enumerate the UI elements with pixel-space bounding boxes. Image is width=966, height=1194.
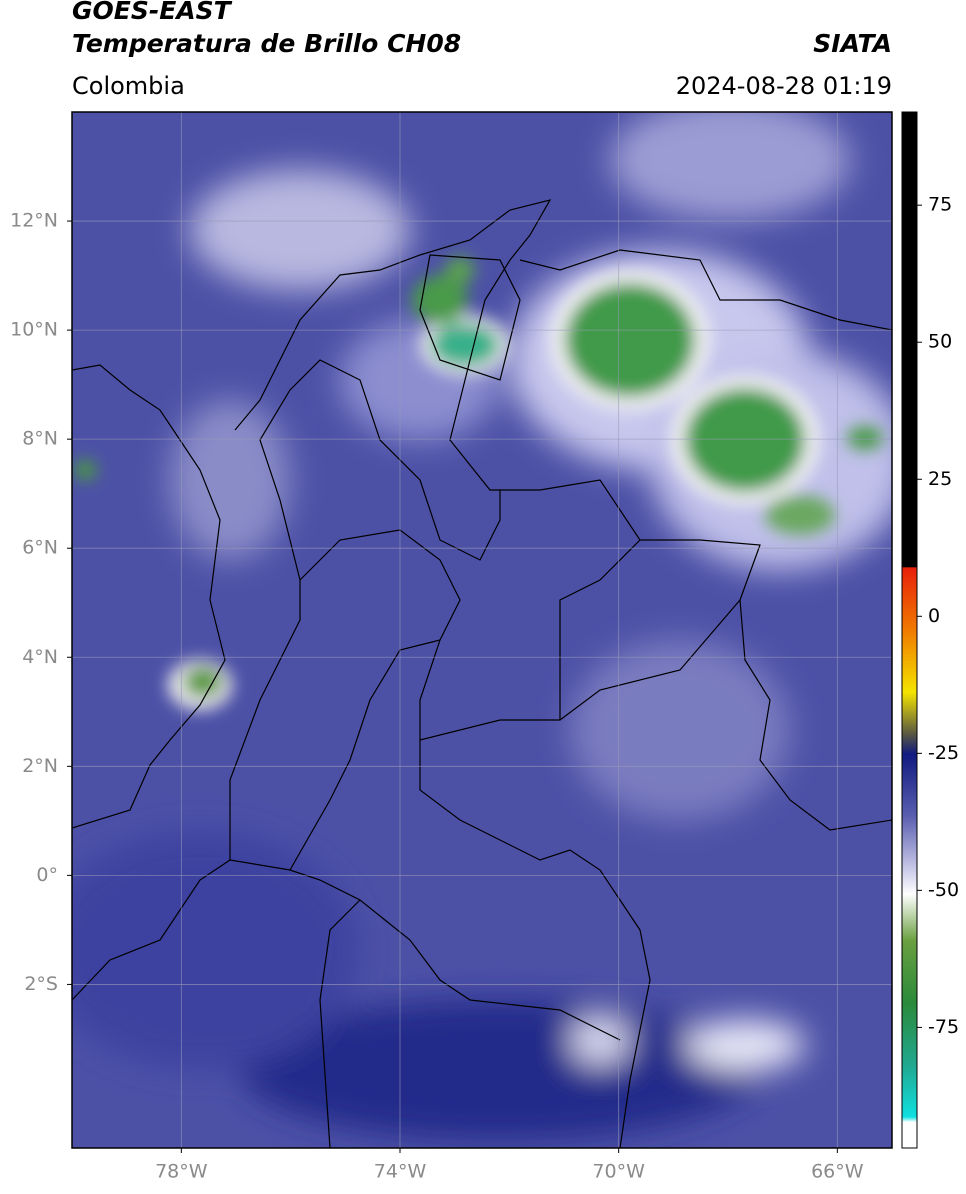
colorbar-tick-label: 50 (928, 331, 952, 353)
region: Colombia (72, 72, 185, 100)
y-tick-label: 4°N (22, 646, 58, 668)
x-tick-label: 66°W (811, 1161, 864, 1183)
colorbar-tick-label: 0 (928, 605, 940, 627)
y-tick-label: 8°N (22, 428, 58, 450)
borders (72, 199, 892, 1148)
x-tick-label: 74°W (374, 1161, 427, 1183)
y-tick-label: 0° (36, 864, 58, 886)
colorbar (901, 111, 918, 1149)
title: GOES-EAST (72, 0, 233, 25)
x-tick-label: 78°W (155, 1161, 208, 1183)
y-tick-label: 2°N (22, 755, 58, 777)
satellite-image (72, 112, 892, 1148)
y-tick-label: 10°N (10, 319, 58, 341)
colorbar-tick-label: -50 (928, 879, 959, 901)
grid (72, 112, 892, 1148)
subtitle: Temperatura de Brillo CH08 (72, 29, 461, 58)
colorbar-tick-label: -25 (928, 742, 959, 764)
colorbar-tick-label: 25 (928, 468, 952, 490)
y-tick-label: 6°N (22, 537, 58, 559)
y-tick-label: 12°N (10, 210, 58, 232)
x-tick-label: 70°W (592, 1161, 645, 1183)
map-frame (71, 111, 893, 1149)
colorbar-tick-label: 75 (928, 194, 952, 216)
source: SIATA (813, 29, 892, 58)
datetime: 2024-08-28 01:19 (676, 72, 892, 100)
colorbar-tick-label: -75 (928, 1016, 959, 1038)
y-tick-label: 2°S (24, 973, 58, 995)
